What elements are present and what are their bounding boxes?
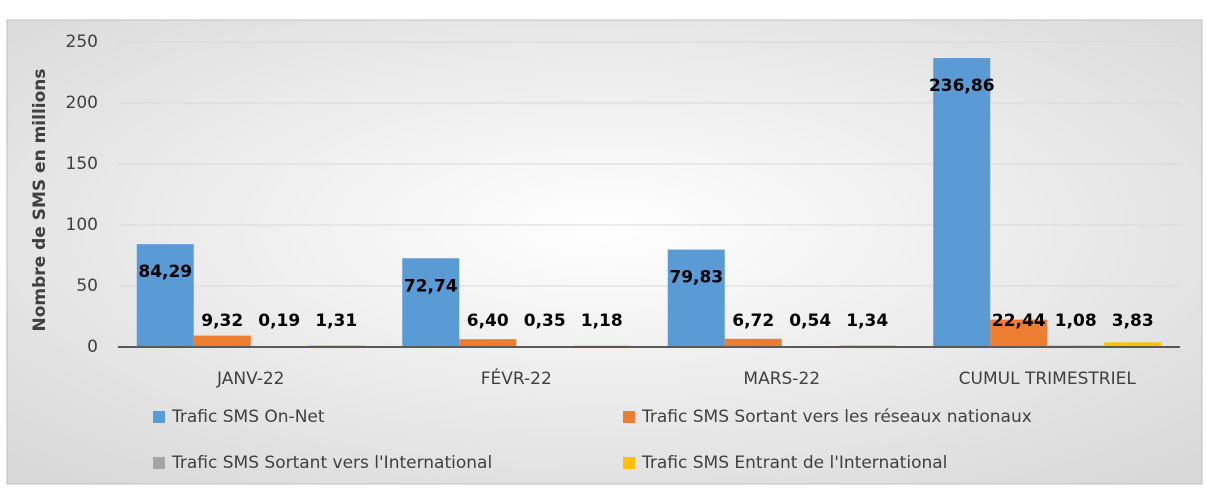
legend-swatch (623, 457, 635, 469)
x-tick-label: MARS-22 (743, 369, 820, 389)
bar (136, 244, 194, 347)
x-tick-label: FÉVR-22 (481, 367, 552, 389)
bar (990, 319, 1048, 347)
bar (1104, 342, 1162, 347)
legend-label: Trafic SMS Entrant de l'International (641, 453, 947, 473)
legend-label: Trafic SMS Sortant vers l'International (171, 453, 492, 473)
data-label: 72,74 (404, 276, 458, 296)
bar (193, 335, 251, 347)
y-tick-label: 50 (76, 276, 98, 296)
data-label: 6,72 (732, 311, 774, 331)
data-label: 1,31 (315, 311, 357, 331)
legend-swatch (153, 457, 165, 469)
bar (402, 258, 460, 347)
data-label: 3,83 (1112, 311, 1154, 331)
x-tick-label: CUMUL TRIMESTRIEL (959, 369, 1137, 389)
legend-swatch (623, 411, 635, 423)
y-axis-label: Nombre de SMS en millions (30, 68, 50, 331)
y-tick-label: 250 (66, 32, 98, 52)
data-label: 84,29 (138, 262, 192, 282)
bar (724, 338, 782, 347)
data-label: 9,32 (201, 311, 243, 331)
chart-frame (6, 19, 1203, 485)
data-label: 0,54 (789, 311, 831, 331)
legend-label: Trafic SMS Sortant vers les réseaux nati… (641, 407, 1032, 427)
data-label: 1,18 (581, 311, 623, 331)
data-label: 1,08 (1055, 311, 1097, 331)
y-tick-label: 100 (66, 215, 98, 235)
y-tick-label: 150 (66, 154, 98, 174)
legend-swatch (153, 411, 165, 423)
data-label: 79,83 (669, 268, 723, 288)
data-label: 236,86 (929, 76, 995, 96)
y-tick-label: 0 (87, 337, 98, 357)
data-label: 22,44 (992, 311, 1046, 331)
y-tick-label: 200 (66, 93, 98, 113)
x-tick-label: JANV-22 (216, 369, 284, 389)
bar (933, 58, 991, 348)
legend-label: Trafic SMS On-Net (171, 407, 325, 427)
bar (667, 249, 725, 347)
data-label: 6,40 (467, 311, 509, 331)
data-label: 0,19 (258, 311, 300, 331)
bar (459, 339, 517, 347)
data-label: 1,34 (846, 311, 888, 331)
data-label: 0,35 (524, 311, 566, 331)
